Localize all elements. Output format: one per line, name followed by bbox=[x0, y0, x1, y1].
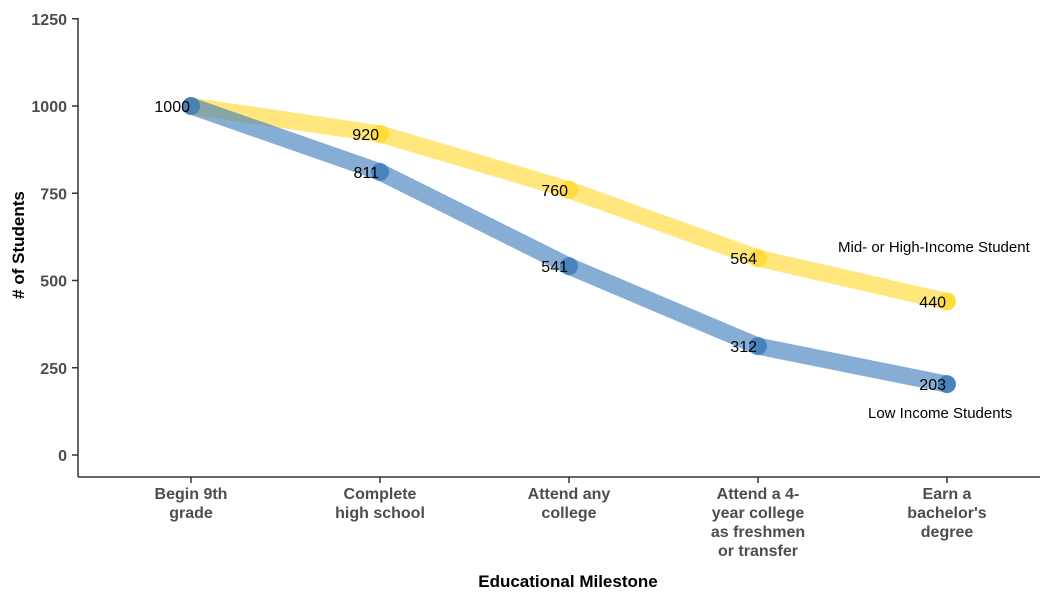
x-tick-label: Begin 9th grade bbox=[155, 486, 228, 522]
data-point bbox=[371, 124, 389, 143]
x-axis-title: Educational Milestone bbox=[478, 572, 657, 591]
data-label: 811 bbox=[353, 165, 379, 182]
data-point bbox=[371, 162, 389, 181]
x-tick-label: Attend a 4-year college as freshmen or tra… bbox=[711, 486, 805, 560]
y-tick-label: 0 bbox=[58, 448, 67, 465]
data-label: 564 bbox=[730, 251, 757, 268]
data-point bbox=[938, 375, 956, 394]
data-label: 920 bbox=[352, 127, 379, 144]
y-tick-label: 500 bbox=[40, 274, 67, 291]
x-axis-ticks: Begin 9th grade Complete high school Attend … bbox=[155, 477, 987, 560]
data-point bbox=[749, 249, 767, 268]
data-point bbox=[182, 97, 200, 115]
x-tick-label: Complete high school bbox=[335, 486, 425, 522]
data-label: 760 bbox=[541, 183, 568, 200]
x-tick-label: Attend any college bbox=[528, 486, 611, 522]
data-label: 1000 bbox=[154, 99, 190, 116]
data-point bbox=[560, 257, 578, 276]
data-label: 312 bbox=[730, 339, 757, 356]
y-tick-label: 1000 bbox=[31, 99, 67, 116]
data-label: 541 bbox=[541, 259, 568, 276]
axes bbox=[77, 18, 1040, 478]
y-axis-title: # of Students bbox=[9, 191, 28, 299]
data-label: 440 bbox=[919, 294, 946, 311]
data-point bbox=[938, 292, 956, 311]
data-point bbox=[560, 180, 578, 199]
x-tick-label: Earn a bachelor's degree bbox=[907, 486, 986, 541]
data-point bbox=[749, 337, 767, 356]
y-tick-label: 1250 bbox=[31, 12, 67, 29]
data-label: 203 bbox=[919, 377, 946, 394]
y-axis-ticks: 0 250 500 750 1000 1250 bbox=[31, 12, 78, 465]
y-tick-label: 250 bbox=[40, 361, 67, 378]
series-lines bbox=[182, 97, 956, 394]
data-labels: 1000 920 760 564 440 811 541 312 203 Mid- or High… bbox=[154, 99, 1030, 422]
series-line-low-income bbox=[182, 97, 956, 393]
series-label-low-income: Low Income Students bbox=[868, 405, 1012, 422]
series-label-mid-high-income: Mid- or High-Income Student bbox=[838, 239, 1031, 256]
y-tick-label: 750 bbox=[40, 186, 67, 203]
